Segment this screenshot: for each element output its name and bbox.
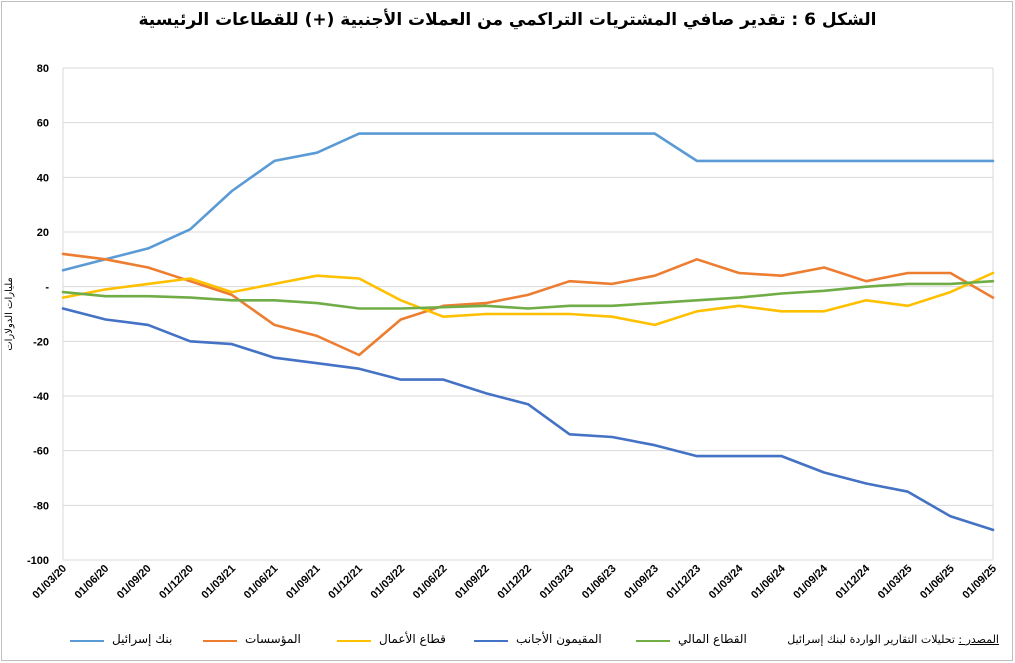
series-line-4: [61, 307, 995, 532]
legend-swatch: [203, 640, 237, 642]
x-tick-label: 01/09/24: [791, 562, 830, 601]
legend-label: قطاع الأعمال: [379, 632, 446, 646]
x-tick-label: 01/06/24: [749, 562, 788, 601]
y-tick-label: -60: [33, 446, 49, 458]
x-tick-label: 01/09/20: [115, 563, 154, 602]
x-tick-label: 01/03/20: [30, 563, 69, 602]
chart-title: الشكل 6 : تقدير صافي المشتريات التراكمي …: [138, 10, 877, 30]
legend-label: المؤسسات: [245, 632, 301, 646]
x-tick-label: 01/03/21: [199, 563, 238, 602]
legend-swatch: [337, 640, 371, 642]
legend-label: بنك إسرائيل: [112, 632, 173, 646]
source-note: المصدر : تحليلات التقارير الواردة لبنك إ…: [787, 633, 999, 646]
x-tick-label: 01/03/24: [707, 562, 746, 601]
x-tick-label: 01/03/25: [876, 563, 915, 602]
x-tick-label: 01/09/21: [284, 563, 323, 602]
gridlines: [62, 67, 994, 561]
y-tick-label: 60: [37, 118, 49, 130]
y-tick-label: 40: [37, 172, 49, 184]
legend-swatch: [474, 640, 508, 642]
legend-label: القطاع المالي: [678, 632, 747, 646]
x-tick-label: 01/12/21: [326, 563, 365, 602]
y-tick-label: 20: [37, 227, 49, 239]
legend-label: المقيمون الأجانب: [516, 632, 602, 646]
x-tick-label: 01/09/23: [622, 563, 661, 602]
source-text: تحليلات التقارير الواردة لبنك إسرائيل: [787, 633, 955, 646]
y-tick-label: -80: [33, 500, 49, 512]
source-label: المصدر :: [958, 633, 999, 646]
series-lines: [61, 132, 995, 532]
y-tick-label: -: [45, 282, 49, 294]
x-tick-label: 01/12/22: [495, 563, 534, 602]
x-tick-label: 01/03/22: [369, 563, 408, 602]
y-axis-ticks: 80 60 40 20 - -20 -40 -60 -80 -100: [27, 63, 49, 567]
series-line-5: [61, 279, 995, 310]
x-tick-label: 01/06/20: [73, 563, 112, 602]
chart-legend: بنك إسرائيل المؤسسات قطاع الأعمال المقيمون …: [70, 631, 770, 651]
x-tick-label: 01/06/21: [242, 563, 281, 602]
y-tick-label: 80: [37, 63, 49, 75]
x-tick-label: 01/12/20: [157, 563, 196, 602]
y-tick-label: -40: [33, 391, 49, 403]
x-tick-label: 01/09/22: [453, 563, 492, 602]
x-tick-label: 01/06/23: [580, 563, 619, 602]
series-line-3: [61, 271, 995, 327]
x-tick-label: 01/06/22: [411, 563, 450, 602]
x-tick-label: 01/03/23: [538, 563, 577, 602]
x-axis-ticks: 01/03/20 01/06/20 01/09/20 01/12/20 01/03/21…: [30, 562, 999, 601]
series-line-1: [61, 132, 995, 272]
series-line-2: [61, 252, 995, 357]
x-tick-label: 01/06/25: [918, 563, 957, 602]
y-tick-label: -20: [33, 336, 49, 348]
y-tick-label: -100: [27, 555, 49, 567]
x-tick-label: 01/09/25: [960, 563, 999, 602]
x-tick-label: 01/12/23: [664, 563, 703, 602]
legend-swatch: [636, 640, 670, 642]
legend-swatch: [70, 640, 104, 642]
x-tick-label: 01/12/24: [834, 562, 873, 601]
y-axis-label: مليارات الدولارات: [4, 277, 15, 351]
